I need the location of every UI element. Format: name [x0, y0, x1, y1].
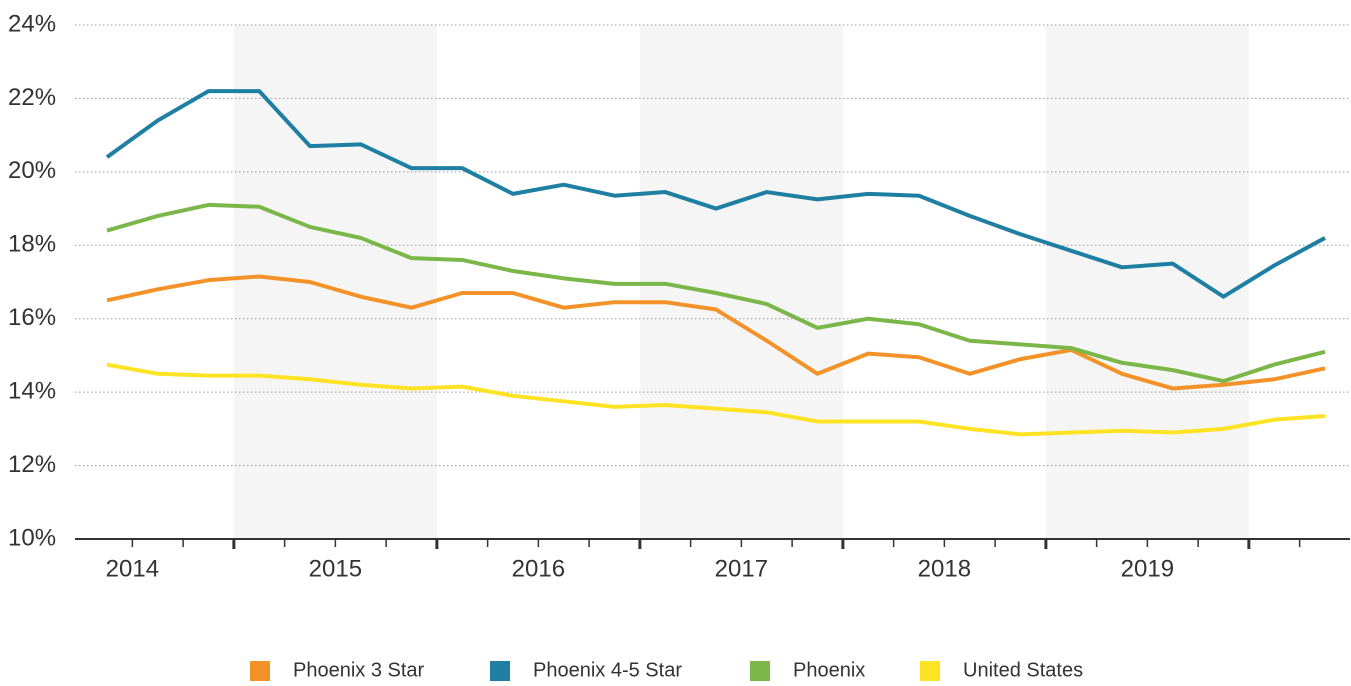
- x-tick-label: 2018: [918, 555, 971, 582]
- x-tick-label: 2019: [1121, 555, 1174, 582]
- y-tick-label: 16%: [8, 304, 56, 331]
- year-band: [233, 25, 437, 539]
- y-tick-label: 10%: [8, 524, 56, 551]
- legend-swatch: [920, 661, 940, 681]
- legend-label: Phoenix: [793, 659, 865, 681]
- year-band: [639, 25, 843, 539]
- legend-label: Phoenix 3 Star: [293, 659, 425, 681]
- legend-swatch: [490, 661, 510, 681]
- y-tick-label: 20%: [8, 157, 56, 184]
- legend-swatch: [250, 661, 270, 681]
- x-tick-label: 2015: [309, 555, 362, 582]
- y-tick-label: 14%: [8, 377, 56, 404]
- legend-label: United States: [963, 659, 1083, 681]
- legend-label: Phoenix 4-5 Star: [533, 659, 682, 681]
- x-tick-label: 2016: [512, 555, 565, 582]
- series-line: [106, 362, 1326, 437]
- y-tick-label: 22%: [8, 84, 56, 111]
- y-tick-label: 24%: [8, 10, 56, 37]
- series-line: [105, 89, 1326, 299]
- legend-swatch: [750, 661, 770, 681]
- series-line: [106, 202, 1326, 384]
- x-tick-label: 2017: [715, 555, 768, 582]
- series-line: [106, 274, 1326, 391]
- x-tick-label: 2014: [106, 555, 159, 582]
- year-band: [1045, 25, 1249, 539]
- y-tick-label: 12%: [8, 451, 56, 478]
- y-tick-label: 18%: [8, 231, 56, 258]
